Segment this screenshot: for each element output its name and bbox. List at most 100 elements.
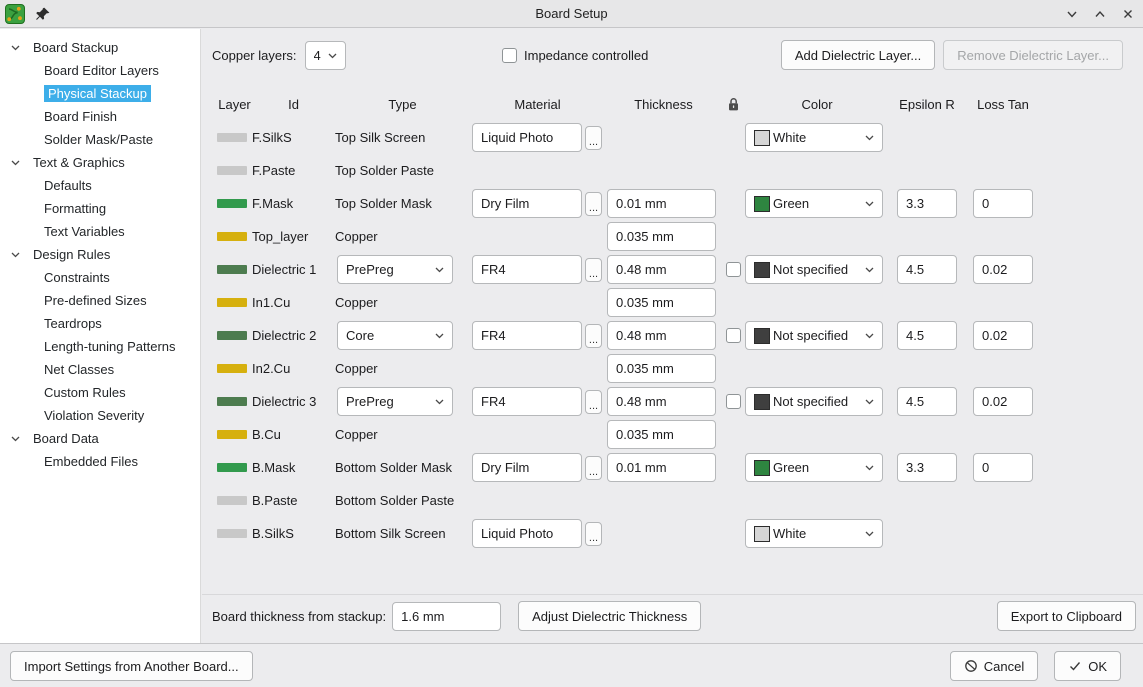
chevron-down-icon (863, 527, 876, 540)
chevron-down-icon[interactable] (9, 248, 22, 261)
import-settings-button[interactable]: Import Settings from Another Board... (10, 651, 253, 681)
sidebar-section-board-data[interactable]: Board Data (0, 427, 200, 450)
material-browse-button[interactable]: ... (585, 390, 602, 414)
sidebar-item-board-editor-layers[interactable]: Board Editor Layers (0, 59, 200, 82)
color-select[interactable]: Not specified (745, 387, 883, 416)
column-header-epsilon-r: Epsilon R (889, 97, 965, 112)
ok-button[interactable]: OK (1054, 651, 1121, 681)
color-value: Not specified (773, 394, 859, 409)
layer-type-select[interactable]: PrePreg (337, 387, 453, 416)
loss-tan-input[interactable]: 0.02 (973, 387, 1033, 416)
thickness-lock-checkbox[interactable] (726, 262, 741, 277)
loss-tan-input[interactable]: 0 (973, 453, 1033, 482)
sidebar-item-teardrops[interactable]: Teardrops (0, 312, 200, 335)
material-input[interactable]: FR4 (472, 321, 582, 350)
sidebar-item-text-variables[interactable]: Text Variables (0, 220, 200, 243)
chevron-down-icon (863, 131, 876, 144)
chevron-down-icon[interactable] (9, 432, 22, 445)
impedance-controlled-option[interactable]: Impedance controlled (502, 48, 648, 63)
chevron-down-icon[interactable] (9, 156, 22, 169)
pin-icon[interactable] (35, 6, 51, 22)
add-dielectric-layer-button[interactable]: Add Dielectric Layer... (781, 40, 935, 70)
chevron-down-icon[interactable] (9, 41, 22, 54)
adjust-dielectric-thickness-button[interactable]: Adjust Dielectric Thickness (518, 601, 701, 631)
color-select[interactable]: Not specified (745, 255, 883, 284)
loss-tan-input[interactable]: 0.02 (973, 321, 1033, 350)
color-select[interactable]: Green (745, 189, 883, 218)
board-thickness-input[interactable]: 1.6 mm (392, 602, 501, 631)
thickness-input[interactable]: 0.035 mm (607, 420, 716, 449)
thickness-input[interactable]: 0.035 mm (607, 354, 716, 383)
material-input[interactable]: Dry Film (472, 453, 582, 482)
layer-type-select[interactable]: Core (337, 321, 453, 350)
sidebar-item-solder-mask-paste[interactable]: Solder Mask/Paste (0, 128, 200, 151)
material-input[interactable]: Dry Film (472, 189, 582, 218)
epsilon-r-input[interactable]: 3.3 (897, 453, 957, 482)
dialog-action-bar: Import Settings from Another Board... Ca… (0, 643, 1143, 687)
material-input[interactable]: Liquid Photo (472, 123, 582, 152)
impedance-controlled-checkbox[interactable] (502, 48, 517, 63)
sidebar-item-embedded-files[interactable]: Embedded Files (0, 450, 200, 473)
color-select[interactable]: White (745, 123, 883, 152)
layer-type-select[interactable]: PrePreg (337, 255, 453, 284)
sidebar-section-design-rules[interactable]: Design Rules (0, 243, 200, 266)
remove-dielectric-layer-button[interactable]: Remove Dielectric Layer... (943, 40, 1123, 70)
thickness-input[interactable]: 0.48 mm (607, 321, 716, 350)
sidebar-item-pre-defined-sizes[interactable]: Pre-defined Sizes (0, 289, 200, 312)
copper-layers-select[interactable]: 4 (305, 41, 346, 70)
material-browse-button[interactable]: ... (585, 456, 602, 480)
close-button[interactable] (1120, 7, 1135, 22)
color-select[interactable]: White (745, 519, 883, 548)
sidebar-section-board-stackup[interactable]: Board Stackup (0, 36, 200, 59)
thickness-input[interactable]: 0.01 mm (607, 453, 716, 482)
material-browse-button[interactable]: ... (585, 522, 602, 546)
material-input[interactable]: FR4 (472, 255, 582, 284)
layer-type-label: Copper (335, 361, 470, 376)
layer-id-label: In2.Cu (252, 361, 335, 376)
epsilon-r-input[interactable]: 3.3 (897, 189, 957, 218)
thickness-input[interactable]: 0.48 mm (607, 255, 716, 284)
stackup-row-b-paste: B.PasteBottom Solder Paste (202, 484, 1143, 517)
sidebar-item-label: Board Finish (44, 109, 117, 124)
layer-type-label: Copper (335, 427, 470, 442)
epsilon-r-input[interactable]: 4.5 (897, 321, 957, 350)
sidebar-item-length-tuning-patterns[interactable]: Length-tuning Patterns (0, 335, 200, 358)
material-input[interactable]: Liquid Photo (472, 519, 582, 548)
sidebar-item-board-finish[interactable]: Board Finish (0, 105, 200, 128)
color-select[interactable]: Not specified (745, 321, 883, 350)
thickness-lock-checkbox[interactable] (726, 394, 741, 409)
cancel-button[interactable]: Cancel (950, 651, 1038, 681)
thickness-lock-checkbox[interactable] (726, 328, 741, 343)
layer-color-chip (217, 232, 247, 241)
loss-tan-input[interactable]: 0.02 (973, 255, 1033, 284)
loss-tan-input[interactable]: 0 (973, 189, 1033, 218)
layer-color-chip (217, 199, 247, 208)
export-to-clipboard-button[interactable]: Export to Clipboard (997, 601, 1136, 631)
color-select[interactable]: Green (745, 453, 883, 482)
sidebar-item-label: Net Classes (44, 362, 114, 377)
sidebar-item-formatting[interactable]: Formatting (0, 197, 200, 220)
epsilon-r-input[interactable]: 4.5 (897, 387, 957, 416)
sidebar-item-net-classes[interactable]: Net Classes (0, 358, 200, 381)
layer-type-label: Bottom Solder Paste (335, 493, 470, 508)
minimize-button[interactable] (1064, 7, 1079, 22)
material-browse-button[interactable]: ... (585, 192, 602, 216)
sidebar-item-custom-rules[interactable]: Custom Rules (0, 381, 200, 404)
maximize-button[interactable] (1092, 7, 1107, 22)
sidebar-item-constraints[interactable]: Constraints (0, 266, 200, 289)
sidebar-section-text-graphics[interactable]: Text & Graphics (0, 151, 200, 174)
epsilon-r-input[interactable]: 4.5 (897, 255, 957, 284)
sidebar-item-violation-severity[interactable]: Violation Severity (0, 404, 200, 427)
layer-id-label: Dielectric 1 (252, 262, 335, 277)
material-browse-button[interactable]: ... (585, 126, 602, 150)
material-input[interactable]: FR4 (472, 387, 582, 416)
sidebar-item-physical-stackup[interactable]: Physical Stackup (0, 82, 200, 105)
thickness-input[interactable]: 0.035 mm (607, 288, 716, 317)
thickness-input[interactable]: 0.01 mm (607, 189, 716, 218)
material-browse-button[interactable]: ... (585, 324, 602, 348)
sidebar-item-defaults[interactable]: Defaults (0, 174, 200, 197)
thickness-input[interactable]: 0.035 mm (607, 222, 716, 251)
thickness-input[interactable]: 0.48 mm (607, 387, 716, 416)
material-browse-button[interactable]: ... (585, 258, 602, 282)
lock-icon (722, 97, 745, 112)
